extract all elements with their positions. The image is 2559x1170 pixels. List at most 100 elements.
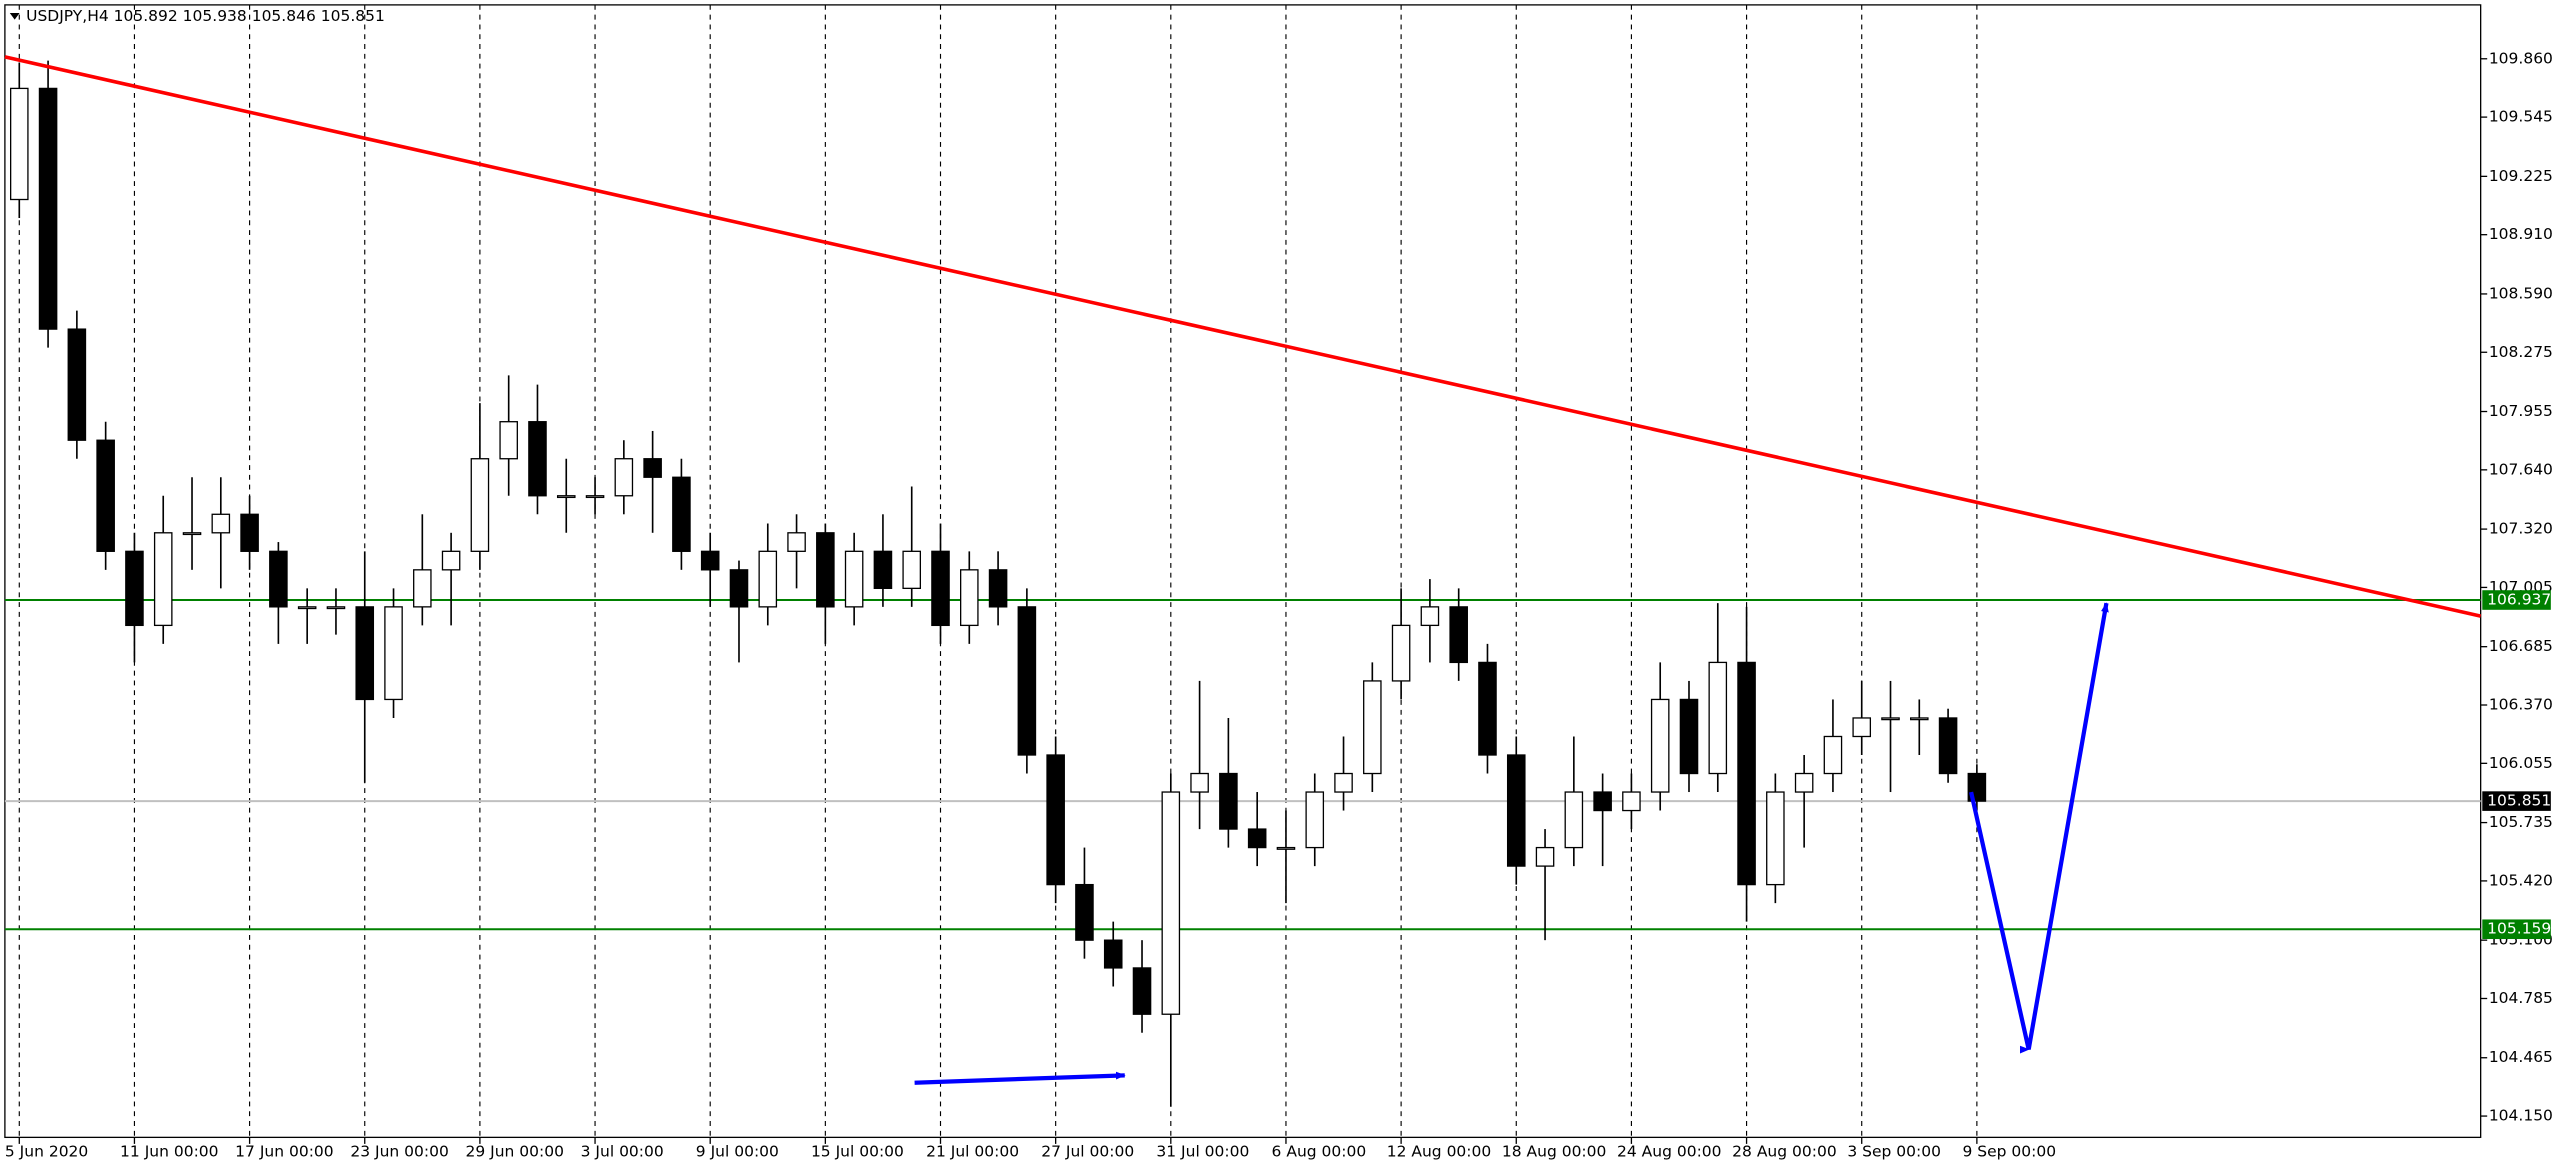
y-tick-label: 109.860 bbox=[2489, 49, 2553, 67]
candle-body bbox=[269, 550, 288, 608]
candle-body bbox=[182, 532, 202, 536]
candle-body bbox=[1305, 791, 1325, 849]
candle-body bbox=[1276, 846, 1296, 850]
y-tick-label: 108.590 bbox=[2489, 284, 2553, 302]
candle-body bbox=[700, 550, 720, 571]
y-tick-label: 106.370 bbox=[2489, 696, 2553, 714]
candle-body bbox=[1679, 698, 1699, 775]
price-label: 106.937 bbox=[2487, 591, 2551, 609]
y-tick-label: 106.055 bbox=[2489, 754, 2553, 772]
candle-body bbox=[729, 569, 749, 608]
chart-title: USDJPY,H4 105.892 105.938 105.846 105.85… bbox=[26, 7, 385, 25]
y-tick-label: 107.640 bbox=[2489, 460, 2553, 478]
x-tick-label: 31 Jul 00:00 bbox=[1156, 1143, 1249, 1161]
x-tick-label: 21 Jul 00:00 bbox=[926, 1143, 1019, 1161]
candle-body bbox=[1046, 754, 1065, 886]
x-tick-label: 5 Jun 2020 bbox=[5, 1143, 88, 1161]
candle-body bbox=[1650, 698, 1670, 793]
candle-body bbox=[643, 458, 662, 478]
candle-body bbox=[931, 550, 950, 627]
candle-body bbox=[1564, 791, 1584, 849]
arrow bbox=[1969, 602, 2109, 1054]
trendline bbox=[4, 55, 2482, 618]
y-tick-label: 109.225 bbox=[2489, 167, 2553, 185]
candle-body bbox=[614, 458, 634, 497]
y-tick-label: 108.275 bbox=[2489, 343, 2553, 361]
arrow bbox=[914, 1071, 1126, 1085]
price-label: 105.851 bbox=[2487, 792, 2551, 810]
candle-body bbox=[844, 550, 864, 608]
x-tick-label: 27 Jul 00:00 bbox=[1041, 1143, 1134, 1161]
candle-body bbox=[1881, 717, 1900, 721]
candle-body bbox=[1823, 735, 1843, 775]
x-tick-label: 3 Sep 00:00 bbox=[1847, 1143, 1941, 1161]
menu-triangle[interactable] bbox=[9, 13, 20, 20]
candle-body bbox=[67, 328, 87, 441]
candle-body bbox=[1852, 717, 1872, 738]
candle-body bbox=[528, 421, 547, 497]
candle-body bbox=[1391, 624, 1411, 682]
candle-body bbox=[38, 87, 58, 330]
candle-body bbox=[1132, 967, 1152, 1015]
candle-body bbox=[988, 569, 1008, 608]
candle-body bbox=[355, 606, 375, 701]
candle-body bbox=[441, 550, 461, 571]
candle-body bbox=[1334, 772, 1353, 793]
x-tick-label: 9 Jul 00:00 bbox=[696, 1143, 779, 1161]
candle-body bbox=[10, 87, 29, 201]
candle-body bbox=[787, 532, 806, 552]
y-tick-label: 104.465 bbox=[2489, 1048, 2553, 1066]
candle-body bbox=[1910, 717, 1929, 721]
x-tick-label: 18 Aug 00:00 bbox=[1502, 1143, 1607, 1161]
candle-body bbox=[1420, 606, 1440, 627]
candle-body bbox=[211, 513, 231, 534]
y-tick-label: 107.320 bbox=[2489, 520, 2553, 538]
x-tick-label: 11 Jun 00:00 bbox=[120, 1143, 218, 1161]
candle-body bbox=[1219, 772, 1238, 830]
candle-body bbox=[960, 569, 979, 627]
candle-body bbox=[1622, 791, 1641, 812]
candle-body bbox=[384, 606, 403, 701]
candle-body bbox=[585, 495, 605, 499]
candle-body bbox=[326, 606, 346, 610]
candle-body bbox=[1506, 754, 1526, 867]
x-tick-label: 12 Aug 00:00 bbox=[1387, 1143, 1492, 1161]
candle-body bbox=[758, 550, 778, 608]
y-tick-label: 104.150 bbox=[2489, 1107, 2553, 1125]
candle-body bbox=[153, 532, 173, 627]
candle-body bbox=[672, 476, 691, 552]
y-tick-label: 105.735 bbox=[2489, 813, 2553, 831]
x-tick-label: 3 Jul 00:00 bbox=[581, 1143, 664, 1161]
candle-body bbox=[1103, 939, 1123, 969]
x-tick-label: 29 Jun 00:00 bbox=[466, 1143, 564, 1161]
candle-body bbox=[1737, 661, 1756, 886]
candle-body bbox=[240, 513, 259, 552]
candle-body bbox=[1478, 661, 1497, 756]
y-tick-label: 109.545 bbox=[2489, 108, 2553, 126]
candle-body bbox=[1708, 661, 1728, 775]
plot-frame bbox=[4, 4, 2482, 1139]
x-tick-label: 23 Jun 00:00 bbox=[350, 1143, 448, 1161]
x-tick-label: 24 Aug 00:00 bbox=[1617, 1143, 1722, 1161]
candle-body bbox=[96, 439, 115, 552]
price-label: 105.159 bbox=[2487, 920, 2551, 938]
y-tick-label: 107.955 bbox=[2489, 402, 2553, 420]
candle-body bbox=[816, 532, 835, 608]
candle-body bbox=[902, 550, 922, 590]
candle-body bbox=[1938, 717, 1958, 775]
candle-body bbox=[1449, 606, 1468, 664]
price-label-box bbox=[2482, 919, 2551, 940]
candle-body bbox=[1017, 606, 1037, 756]
candle-body bbox=[1075, 883, 1094, 941]
candle-body bbox=[1535, 846, 1555, 867]
candle-body bbox=[1161, 791, 1181, 1015]
candle-body bbox=[413, 569, 432, 608]
candle-body bbox=[873, 550, 893, 590]
price-label-box bbox=[2482, 590, 2551, 610]
candle-body bbox=[1190, 772, 1209, 793]
y-tick-label: 108.910 bbox=[2489, 225, 2553, 243]
candle-body bbox=[1363, 680, 1382, 775]
price-label-box bbox=[2482, 791, 2551, 811]
candle-body bbox=[1593, 791, 1612, 812]
